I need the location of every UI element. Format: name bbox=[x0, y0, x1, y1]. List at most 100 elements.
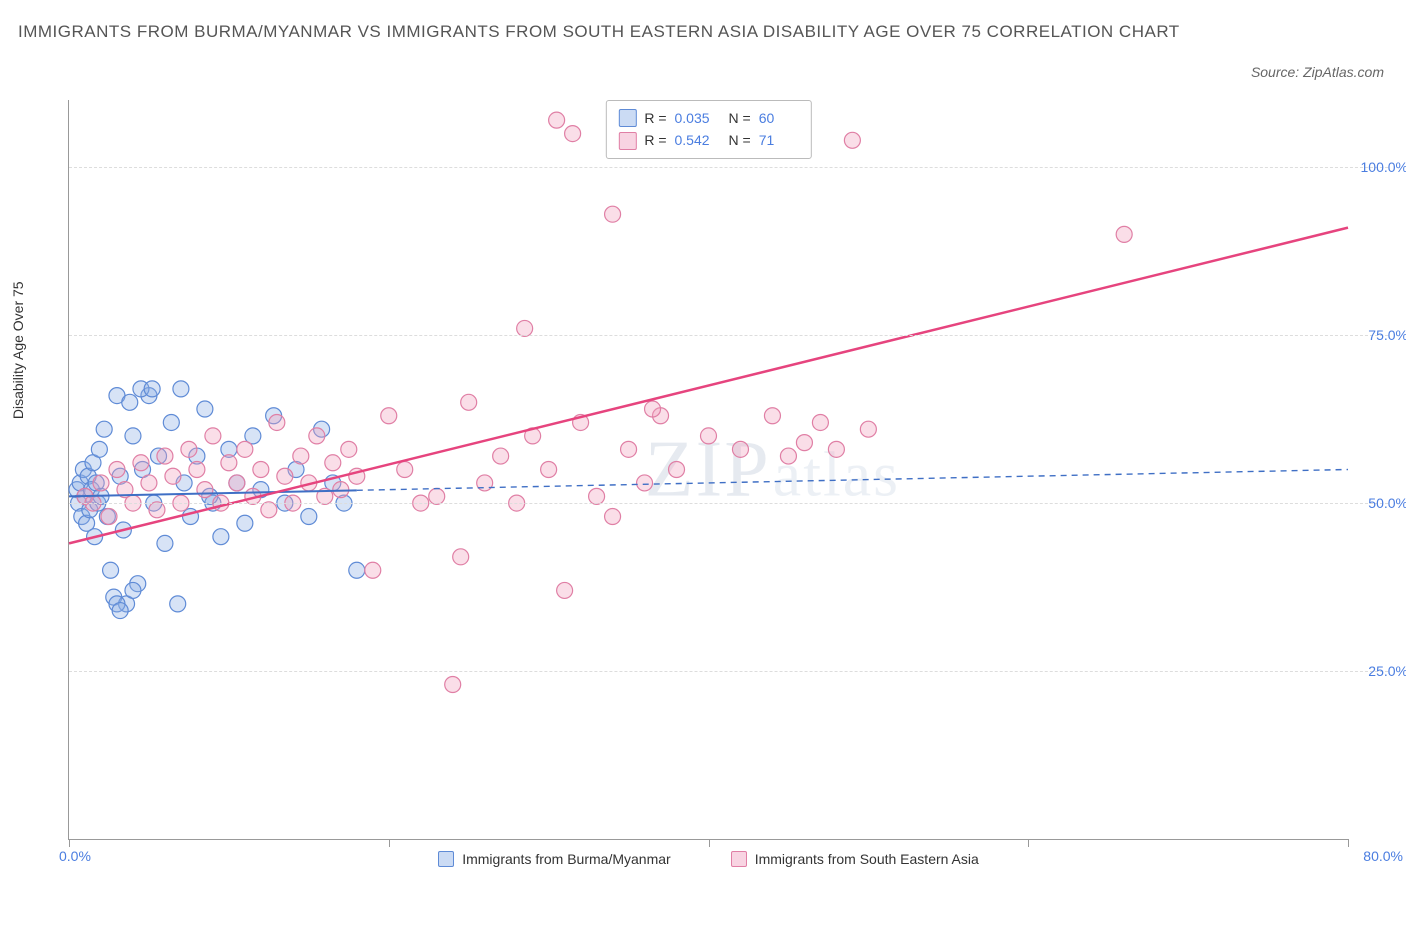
ytick-label: 75.0% bbox=[1353, 327, 1406, 343]
gridline-h bbox=[69, 335, 1388, 336]
scatter-point bbox=[621, 441, 637, 457]
trend-line-dashed bbox=[357, 470, 1348, 491]
legend-n-value-0: 60 bbox=[759, 107, 799, 129]
gridline-h bbox=[69, 671, 1388, 672]
legend-correlation: R = 0.035 N = 60 R = 0.542 N = 71 bbox=[605, 100, 811, 159]
legend-bottom: Immigrants from Burma/Myanmar Immigrants… bbox=[69, 851, 1348, 867]
scatter-point bbox=[205, 428, 221, 444]
scatter-point bbox=[157, 448, 173, 464]
scatter-point bbox=[669, 462, 685, 478]
xtick bbox=[389, 839, 390, 847]
scatter-point bbox=[237, 441, 253, 457]
scatter-point bbox=[277, 468, 293, 484]
scatter-point bbox=[122, 394, 138, 410]
xtick bbox=[1348, 839, 1349, 847]
scatter-point bbox=[253, 462, 269, 478]
xtick bbox=[69, 839, 70, 847]
legend-r-label: R = bbox=[644, 107, 666, 129]
ytick-label: 100.0% bbox=[1353, 159, 1406, 175]
scatter-point bbox=[780, 448, 796, 464]
scatter-point bbox=[565, 126, 581, 142]
legend-bottom-item-0: Immigrants from Burma/Myanmar bbox=[438, 851, 670, 867]
scatter-point bbox=[325, 455, 341, 471]
scatter-point bbox=[221, 455, 237, 471]
scatter-point bbox=[109, 462, 125, 478]
scatter-point bbox=[163, 414, 179, 430]
legend-row-series-1: R = 0.542 N = 71 bbox=[618, 129, 798, 151]
scatter-point bbox=[732, 441, 748, 457]
ytick-label: 50.0% bbox=[1353, 495, 1406, 511]
scatter-point bbox=[645, 401, 661, 417]
scatter-point bbox=[828, 441, 844, 457]
legend-bottom-item-1: Immigrants from South Eastern Asia bbox=[731, 851, 979, 867]
scatter-point bbox=[764, 408, 780, 424]
plot-area: R = 0.035 N = 60 R = 0.542 N = 71 ZIP at… bbox=[68, 100, 1348, 840]
legend-r-value-1: 0.542 bbox=[675, 129, 715, 151]
legend-row-series-0: R = 0.035 N = 60 bbox=[618, 107, 798, 129]
xtick bbox=[1028, 839, 1029, 847]
scatter-point bbox=[197, 482, 213, 498]
scatter-point bbox=[381, 408, 397, 424]
plot-svg bbox=[69, 100, 1348, 839]
legend-bottom-label-0: Immigrants from Burma/Myanmar bbox=[462, 851, 670, 867]
scatter-point bbox=[860, 421, 876, 437]
scatter-point bbox=[589, 488, 605, 504]
scatter-point bbox=[541, 462, 557, 478]
scatter-point bbox=[365, 562, 381, 578]
scatter-point bbox=[229, 475, 245, 491]
legend-swatch-series-0 bbox=[618, 109, 636, 127]
scatter-point bbox=[637, 475, 653, 491]
scatter-point bbox=[517, 320, 533, 336]
ytick-label: 25.0% bbox=[1353, 663, 1406, 679]
scatter-point bbox=[173, 381, 189, 397]
page-title: IMMIGRANTS FROM BURMA/MYANMAR VS IMMIGRA… bbox=[18, 18, 1286, 45]
scatter-point bbox=[165, 468, 181, 484]
scatter-point bbox=[549, 112, 565, 128]
scatter-point bbox=[197, 401, 213, 417]
legend-n-label: N = bbox=[729, 107, 751, 129]
scatter-point bbox=[101, 509, 117, 525]
scatter-point bbox=[144, 381, 160, 397]
scatter-point bbox=[170, 596, 186, 612]
scatter-point bbox=[91, 441, 107, 457]
legend-r-value-0: 0.035 bbox=[675, 107, 715, 129]
scatter-point bbox=[445, 676, 461, 692]
scatter-point bbox=[112, 603, 128, 619]
gridline-h bbox=[69, 167, 1388, 168]
scatter-point bbox=[301, 509, 317, 525]
scatter-point bbox=[605, 206, 621, 222]
scatter-point bbox=[125, 428, 141, 444]
scatter-point bbox=[149, 502, 165, 518]
legend-swatch-series-1 bbox=[618, 132, 636, 150]
scatter-point bbox=[269, 414, 285, 430]
scatter-point bbox=[477, 475, 493, 491]
legend-r-label: R = bbox=[644, 129, 666, 151]
scatter-point bbox=[103, 562, 119, 578]
gridline-h bbox=[69, 503, 1388, 504]
scatter-point bbox=[157, 535, 173, 551]
scatter-point bbox=[96, 421, 112, 437]
scatter-point bbox=[493, 448, 509, 464]
xtick bbox=[709, 839, 710, 847]
scatter-point bbox=[93, 475, 109, 491]
y-axis-label: Disability Age Over 75 bbox=[10, 281, 26, 419]
scatter-point bbox=[341, 441, 357, 457]
scatter-point bbox=[701, 428, 717, 444]
scatter-point bbox=[461, 394, 477, 410]
chart-container: Disability Age Over 75 R = 0.035 N = 60 … bbox=[48, 100, 1388, 860]
scatter-point bbox=[557, 582, 573, 598]
scatter-point bbox=[213, 529, 229, 545]
scatter-point bbox=[261, 502, 277, 518]
x-max-label: 80.0% bbox=[1363, 848, 1403, 864]
scatter-point bbox=[605, 509, 621, 525]
scatter-point bbox=[812, 414, 828, 430]
scatter-point bbox=[181, 441, 197, 457]
scatter-point bbox=[453, 549, 469, 565]
legend-bottom-swatch-1 bbox=[731, 851, 747, 867]
scatter-point bbox=[349, 562, 365, 578]
scatter-point bbox=[309, 428, 325, 444]
scatter-point bbox=[844, 132, 860, 148]
scatter-point bbox=[397, 462, 413, 478]
scatter-point bbox=[796, 435, 812, 451]
scatter-point bbox=[237, 515, 253, 531]
